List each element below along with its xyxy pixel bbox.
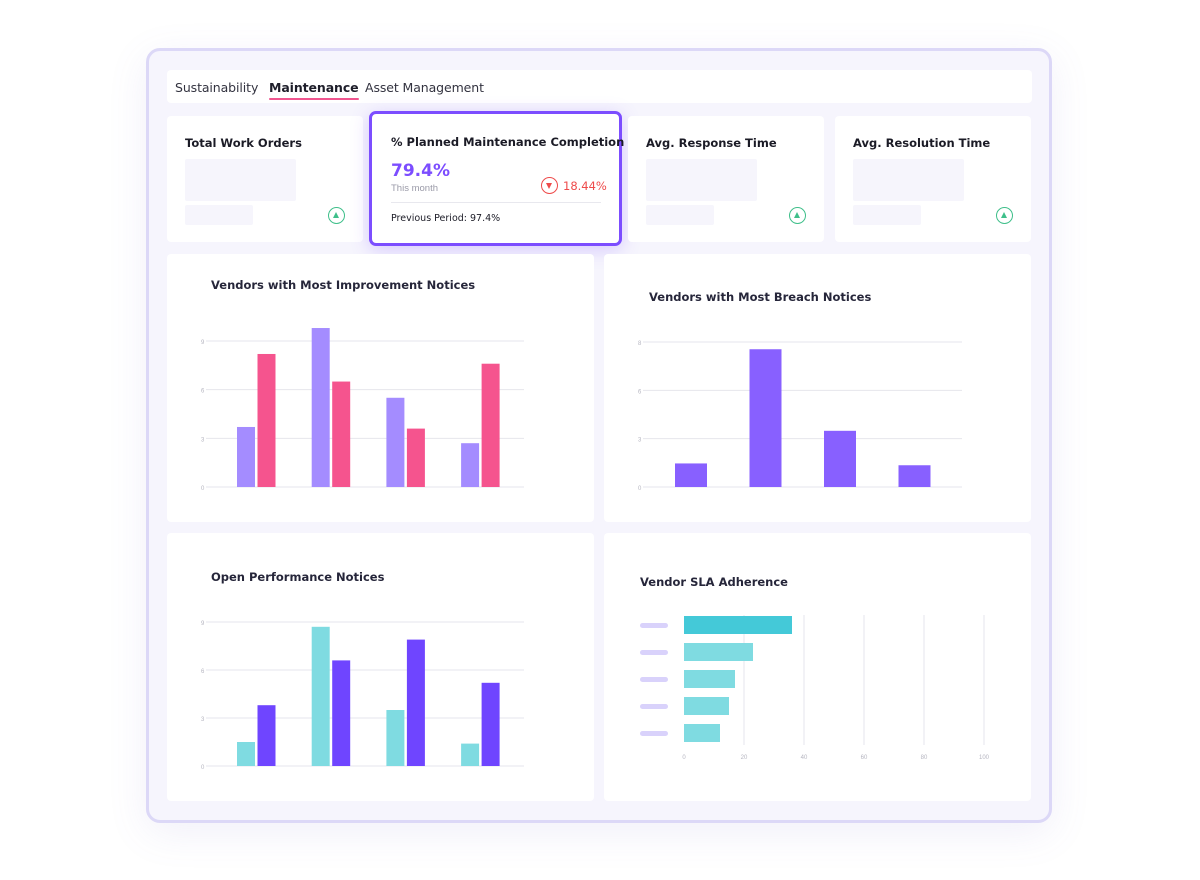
- bar: [461, 443, 480, 487]
- x-tick-label: 0: [682, 755, 686, 761]
- y-tick-label: 3: [638, 438, 642, 444]
- category-label-placeholder: [640, 731, 668, 736]
- bar: [386, 710, 405, 766]
- chart-title: Open Performance Notices: [211, 570, 385, 584]
- tab-maintenance[interactable]: Maintenance: [269, 80, 359, 100]
- bar: [684, 670, 735, 688]
- bar: [684, 724, 720, 742]
- tab-bar: Sustainability Maintenance Asset Managem…: [167, 70, 1032, 103]
- bar: [406, 428, 425, 487]
- bar: [311, 328, 330, 487]
- kpi-title: % Planned Maintenance Completion: [391, 135, 625, 149]
- kpi-title: Avg. Resolution Time: [853, 136, 991, 150]
- tab-sustainability[interactable]: Sustainability: [175, 80, 259, 95]
- bar: [684, 616, 792, 634]
- bar: [684, 643, 753, 661]
- y-tick-label: 0: [638, 486, 642, 492]
- kpi-card-planned-maintenance[interactable]: % Planned Maintenance Completion 79.4% T…: [369, 111, 625, 246]
- subvalue-placeholder: [646, 205, 714, 225]
- bar: [461, 743, 480, 766]
- bar: [824, 430, 856, 487]
- kpi-card-total-work-orders[interactable]: Total Work Orders: [167, 116, 363, 242]
- y-tick-label: 6: [638, 389, 642, 395]
- bar: [481, 682, 500, 766]
- bar: [311, 626, 330, 766]
- y-tick-label: 0: [201, 486, 205, 492]
- bar: [257, 705, 276, 766]
- chart-title: Vendor SLA Adherence: [640, 575, 788, 589]
- divider: [391, 202, 601, 203]
- bar: [257, 353, 276, 487]
- breach-notices-chart: 0 3 6 8: [638, 341, 962, 492]
- triangle-down-icon: [541, 177, 558, 194]
- triangle-up-icon: [328, 207, 345, 224]
- kpi-change: 18.44%: [563, 179, 607, 193]
- category-label-placeholder: [640, 677, 668, 682]
- kpi-period-label: This month: [391, 183, 438, 194]
- bar: [675, 463, 707, 487]
- kpi-title: Avg. Response Time: [646, 136, 777, 150]
- category-label-placeholder: [640, 704, 668, 709]
- kpi-title: Total Work Orders: [185, 136, 302, 150]
- y-tick-label: 9: [201, 621, 205, 627]
- kpi-card-avg-response-time[interactable]: Avg. Response Time: [628, 116, 824, 242]
- kpi-value: 79.4%: [391, 161, 450, 181]
- y-tick-label: 6: [201, 389, 205, 395]
- subvalue-placeholder: [185, 205, 253, 225]
- y-tick-label: 6: [201, 669, 205, 675]
- category-label-placeholder: [640, 623, 668, 628]
- x-tick-label: 20: [741, 755, 748, 761]
- value-placeholder: [185, 159, 296, 201]
- bar: [684, 697, 729, 715]
- active-tab-indicator: [269, 98, 359, 100]
- bar: [332, 381, 351, 487]
- chart-title: Vendors with Most Breach Notices: [649, 290, 872, 304]
- subvalue-placeholder: [853, 205, 921, 225]
- y-tick-label: 0: [201, 765, 205, 771]
- y-tick-label: 8: [638, 341, 642, 347]
- bar: [237, 426, 255, 487]
- improvement-notices-chart: 0 3 6 9: [201, 328, 524, 492]
- kpi-card-avg-resolution-time[interactable]: Avg. Resolution Time: [835, 116, 1031, 242]
- chart-card-sla-adherence: Vendor SLA Adherence: [604, 533, 1031, 801]
- bar: [386, 397, 405, 487]
- y-tick-label: 3: [201, 437, 205, 443]
- value-placeholder: [853, 159, 964, 201]
- bar: [749, 349, 782, 487]
- triangle-up-icon: [996, 207, 1013, 224]
- x-tick-label: 80: [921, 755, 928, 761]
- tab-maintenance-label: Maintenance: [269, 80, 359, 95]
- sla-adherence-chart: 0 20 40 60 80 100: [640, 615, 990, 761]
- triangle-up-icon: [789, 207, 806, 224]
- bar: [406, 639, 425, 766]
- x-tick-label: 100: [979, 755, 990, 761]
- category-label-placeholder: [640, 650, 668, 655]
- bar: [237, 742, 255, 766]
- y-tick-label: 9: [201, 340, 205, 346]
- x-tick-label: 40: [801, 755, 808, 761]
- tab-asset-management[interactable]: Asset Management: [365, 80, 484, 95]
- y-tick-label: 3: [201, 717, 205, 723]
- bar: [898, 465, 931, 487]
- performance-notices-chart: 0 3 6 9: [201, 621, 524, 771]
- value-placeholder: [646, 159, 757, 201]
- bar: [481, 363, 500, 487]
- chart-title: Vendors with Most Improvement Notices: [211, 278, 476, 292]
- x-tick-label: 60: [861, 755, 868, 761]
- kpi-previous-period: Previous Period: 97.4%: [391, 213, 501, 224]
- bar: [332, 660, 351, 766]
